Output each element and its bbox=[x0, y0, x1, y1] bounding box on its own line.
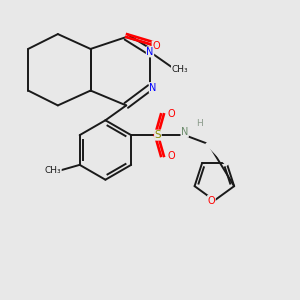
Text: N: N bbox=[149, 82, 157, 93]
Text: O: O bbox=[208, 196, 215, 206]
Text: S: S bbox=[154, 130, 161, 140]
Text: O: O bbox=[167, 109, 175, 119]
Text: N: N bbox=[181, 127, 188, 137]
Text: N: N bbox=[146, 47, 154, 57]
Text: CH₃: CH₃ bbox=[171, 65, 188, 74]
Text: O: O bbox=[167, 151, 175, 161]
Text: O: O bbox=[152, 41, 160, 51]
Text: CH₃: CH₃ bbox=[45, 166, 61, 175]
Text: H: H bbox=[196, 119, 203, 128]
